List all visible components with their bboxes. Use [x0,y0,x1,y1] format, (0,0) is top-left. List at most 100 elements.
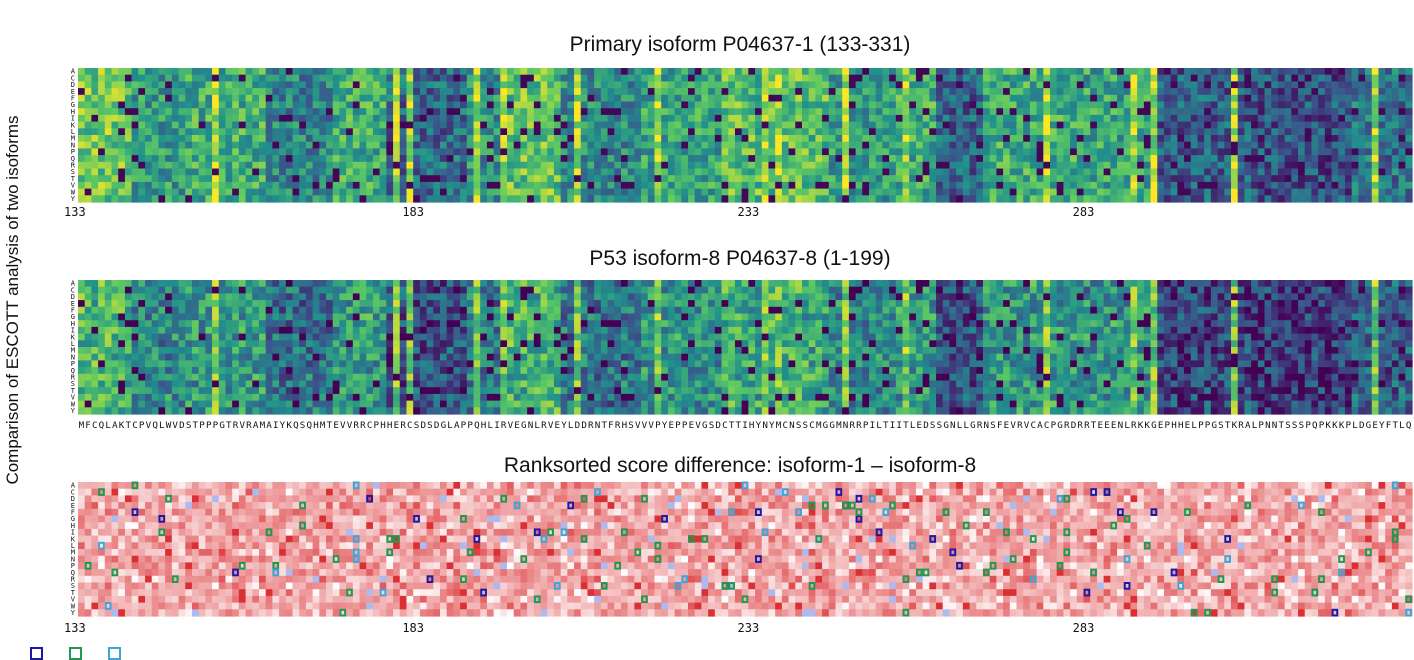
panel1-cell [580,114,589,123]
panel1-cell [258,81,267,89]
panel1-cell [922,195,930,203]
panel2-cell [393,326,401,335]
panel1-cell [540,114,548,123]
panel1-cell [1237,88,1246,96]
panel2-cell [272,326,280,335]
panel1-cell [1264,74,1272,82]
panel1-cell [359,88,367,96]
panel2-cell [326,333,334,341]
panel1-cell [104,135,113,143]
panel2-cell [185,293,193,301]
panel2-cell [98,300,106,308]
panel1-cell [681,114,689,123]
panel1-cell [627,135,635,143]
panel1-cell [949,74,957,82]
panel1-cell [1009,135,1018,143]
panel1-cell [359,135,367,143]
panel1-cell [815,68,823,76]
panel1-cell [681,135,689,143]
panel1-cell [279,155,287,163]
panel1-cell [1237,135,1246,143]
panel1-cell [265,101,273,109]
panel1-cell [218,175,227,183]
panel1-cell [915,181,924,190]
panel1-cell [869,175,877,183]
panel2-cell [78,393,86,402]
panel1-cell [111,81,119,89]
panel1-cell [433,161,441,170]
panel1-cell [258,168,267,176]
panel1-cell [1277,168,1286,176]
panel1-cell [1130,74,1138,82]
panel1-cell [326,135,334,143]
panel1-cell [466,74,475,82]
panel1-cell [781,141,790,149]
panel2-cell [198,320,206,328]
panel1-cell [815,94,823,103]
panel1-cell [1150,168,1158,176]
panel1-cell [647,168,656,176]
panel1-cell [1150,155,1158,163]
panel1-cell [647,94,656,103]
panel1-cell [1344,148,1353,156]
panel2-cell [252,360,260,368]
panel1-cell [915,161,924,170]
panel1-cell [1090,108,1098,116]
panel1-cell [949,168,957,176]
panel1-cell [694,148,703,156]
panel1-cell [1076,121,1085,129]
panel1-cell [594,168,602,176]
panel2-cell [326,387,334,395]
panel1-cell [1036,101,1044,109]
panel1-cell [312,94,320,103]
panel1-cell [1231,81,1239,89]
panel1-cell [962,155,971,163]
panel1-cell [902,88,910,96]
panel2-cell [212,380,220,388]
panel2-cell [359,380,367,388]
panel1-cell [191,155,200,163]
panel1-cell [272,181,280,190]
panel1-cell [1298,68,1306,76]
panel1-cell [889,161,897,170]
panel1-cell [1318,188,1326,196]
panel1-cell [118,121,126,129]
panel1-cell [1257,94,1266,103]
panel2-cell [366,326,374,335]
panel1-cell [1405,135,1413,143]
panel2-cell [366,333,374,341]
panel2-cell [178,347,186,355]
panel2-cell [191,306,200,315]
panel2-cell [312,340,320,348]
panel1-cell [949,81,957,89]
panel1-cell [828,128,837,136]
panel1-cell [399,161,408,170]
panel1-cell [654,195,662,203]
panel1-cell [540,88,548,96]
panel1-cell [1298,81,1306,89]
panel1-cell [493,74,501,82]
panel1-cell [245,114,253,123]
panel1-cell [828,94,837,103]
panel1-cell [1344,175,1353,183]
panel1-cell [667,128,676,136]
panel1-cell [734,195,743,203]
panel1-cell [84,155,92,163]
panel1-cell [339,181,347,190]
panel1-cell [232,175,240,183]
panel1-cell [1143,81,1152,89]
panel1-cell [728,68,736,76]
panel2-cell [386,340,394,348]
panel1-cell [1324,148,1333,156]
panel1-cell [520,161,528,170]
panel1-cell [1257,128,1266,136]
panel1-cell [862,101,870,109]
panel1-cell [835,168,843,176]
panel1-cell [1177,195,1185,203]
panel1-cell [366,108,374,116]
panel1-cell [359,81,367,89]
panel1-cell [1063,81,1071,89]
panel1-cell [647,101,656,109]
panel1-cell [788,114,796,123]
panel1-cell [788,128,796,136]
